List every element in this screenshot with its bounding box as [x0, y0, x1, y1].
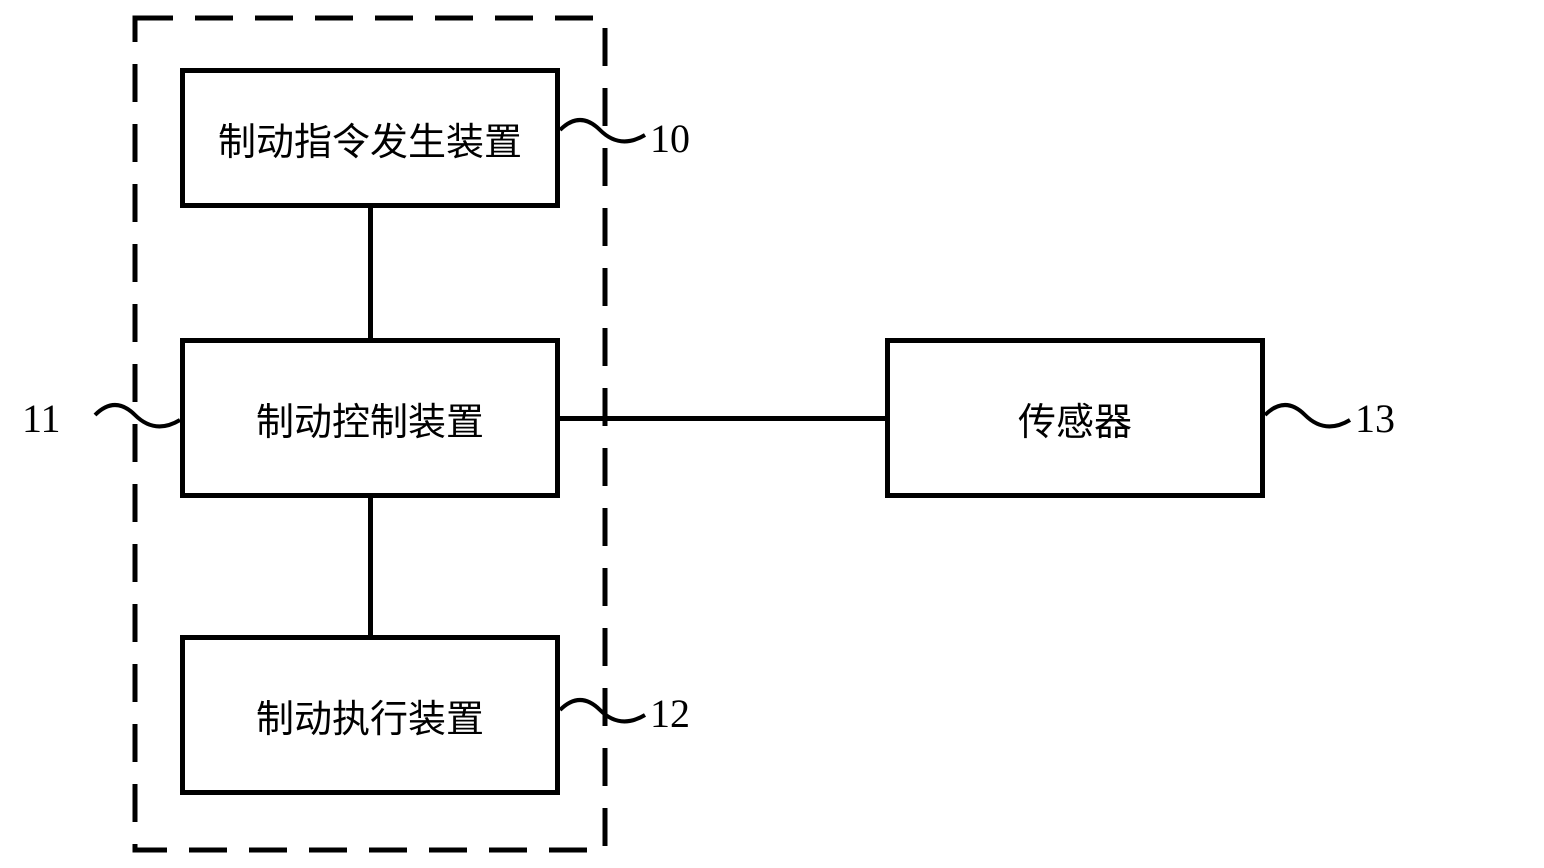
node-label: 传感器	[1018, 391, 1132, 446]
node-label: 制动控制装置	[256, 391, 484, 446]
callout-number-10: 10	[650, 115, 690, 162]
node-brake-command-generator: 制动指令发生装置	[180, 68, 560, 208]
node-sensor: 传感器	[885, 338, 1265, 498]
node-label: 制动指令发生装置	[218, 111, 522, 166]
edge-10-11	[368, 208, 373, 338]
diagram-container: 制动指令发生装置 制动控制装置 制动执行装置 传感器 10 11 12 13	[0, 0, 1544, 868]
callout-number-11: 11	[22, 395, 61, 442]
node-brake-execution-device: 制动执行装置	[180, 635, 560, 795]
callout-number-12: 12	[650, 690, 690, 737]
node-brake-control-device: 制动控制装置	[180, 338, 560, 498]
callout-curve-13	[1265, 405, 1350, 426]
edge-11-13	[560, 416, 885, 421]
node-label: 制动执行装置	[256, 688, 484, 743]
callout-number-13: 13	[1355, 395, 1395, 442]
edge-11-12	[368, 498, 373, 635]
callout-curve-11	[95, 405, 180, 426]
